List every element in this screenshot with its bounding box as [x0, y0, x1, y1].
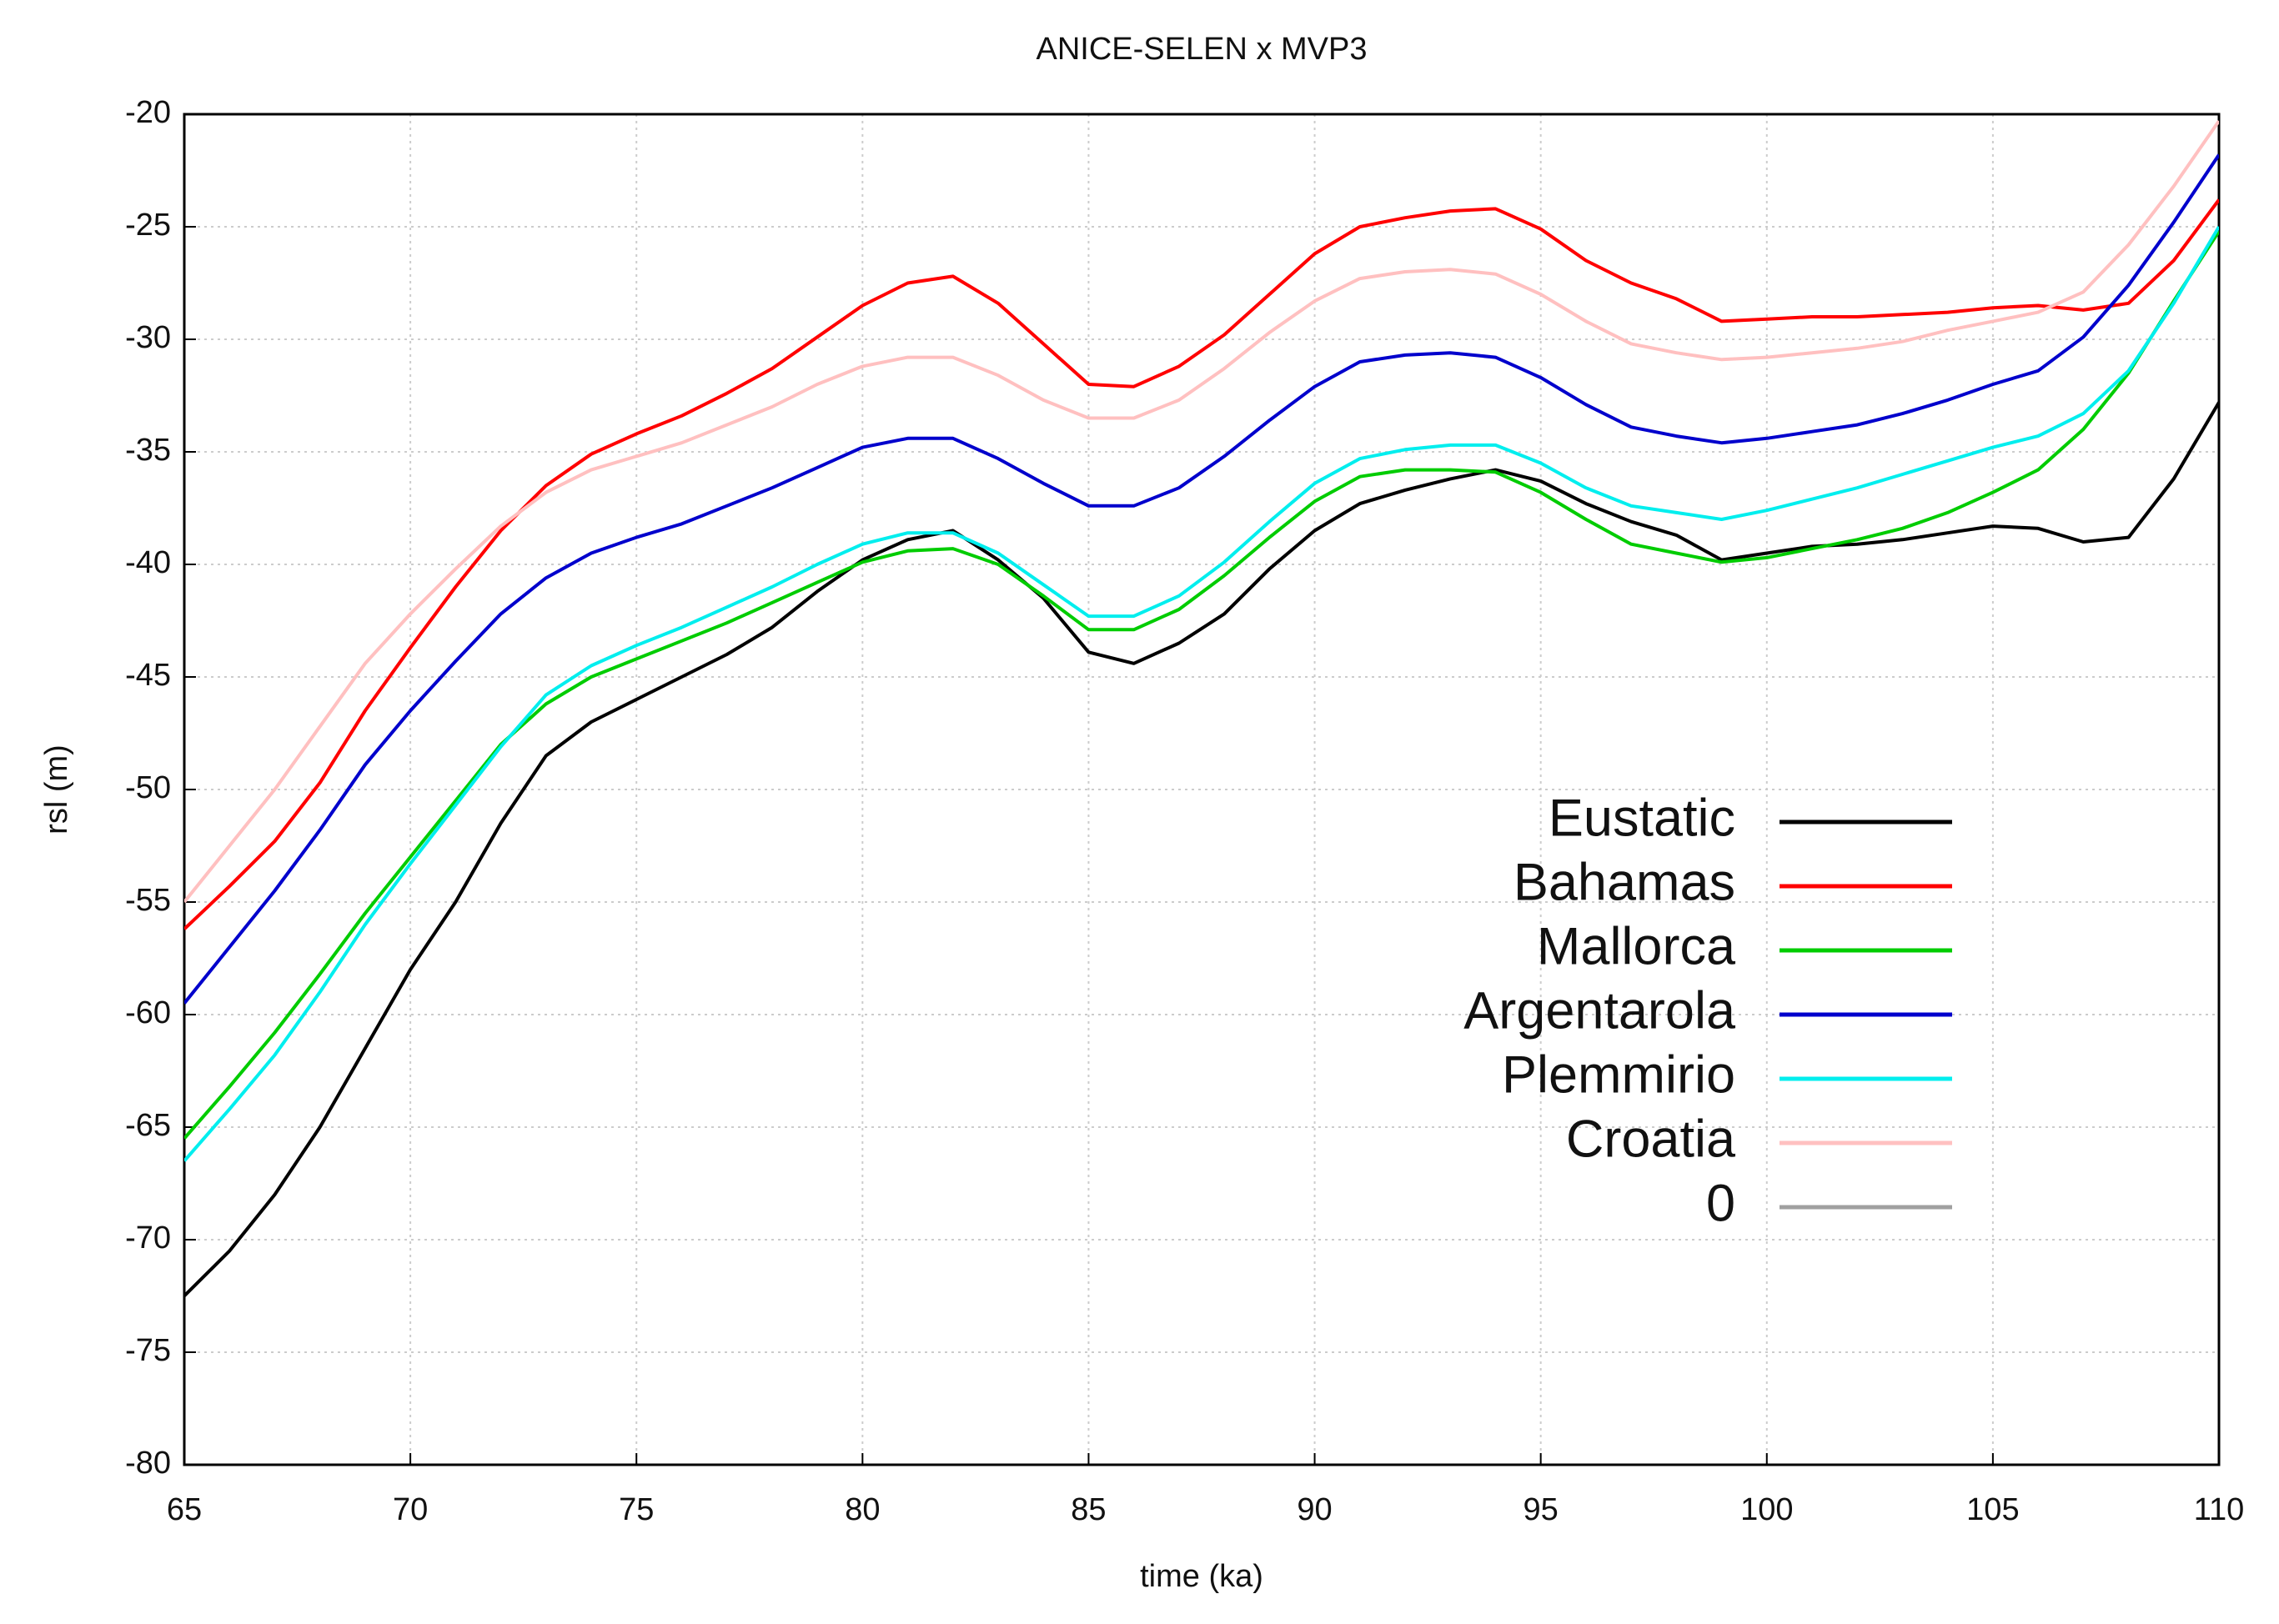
- y-tick-label: -55: [125, 883, 171, 918]
- legend-label: Croatia: [1566, 1110, 1736, 1169]
- legend-label: Mallorca: [1537, 918, 1736, 976]
- legend-label: 0: [1706, 1175, 1735, 1233]
- series-line: [184, 230, 2219, 1140]
- chart-title: ANICE-SELEN x MVP3: [1037, 32, 1368, 67]
- y-tick-label: -65: [125, 1108, 171, 1143]
- legend-label: Bahamas: [1513, 854, 1735, 912]
- x-tick-label: 90: [1297, 1492, 1332, 1527]
- series-line: [184, 153, 2219, 1005]
- x-tick-label: 80: [845, 1492, 880, 1527]
- y-tick-label: -75: [125, 1333, 171, 1368]
- series-line: [184, 401, 2219, 1297]
- y-tick-label: -25: [125, 208, 171, 243]
- y-tick-label: -50: [125, 770, 171, 805]
- y-tick-label: -35: [125, 433, 171, 468]
- plot-border: [183, 113, 2221, 1466]
- y-axis-label: rsl (m): [39, 744, 74, 835]
- x-tick-label: 110: [2194, 1492, 2245, 1527]
- y-tick-label: -70: [125, 1221, 171, 1256]
- legend-label: Plemmirio: [1502, 1046, 1735, 1105]
- x-tick-label: 75: [619, 1492, 654, 1527]
- plot-area: [184, 119, 2219, 1297]
- x-tick-label: 85: [1071, 1492, 1106, 1527]
- x-tick-label: 105: [1966, 1492, 2019, 1527]
- x-axis-label: time (ka): [1140, 1559, 1263, 1594]
- y-tick-label: -30: [125, 320, 171, 355]
- x-tick-label: 95: [1524, 1492, 1559, 1527]
- y-tick-label: -80: [125, 1446, 171, 1481]
- x-tick-label: 100: [1740, 1492, 1793, 1527]
- y-tick-label: -40: [125, 545, 171, 580]
- legend-label: Argentarola: [1463, 982, 1736, 1040]
- y-tick-label: -45: [125, 658, 171, 693]
- y-tick-label: -20: [125, 95, 171, 130]
- legend-label: Eustatic: [1549, 789, 1735, 848]
- series-line: [184, 119, 2219, 904]
- series-line: [184, 225, 2219, 1162]
- x-tick-label: 70: [393, 1492, 428, 1527]
- y-tick-label: -60: [125, 995, 171, 1030]
- x-tick-label: 65: [167, 1492, 202, 1527]
